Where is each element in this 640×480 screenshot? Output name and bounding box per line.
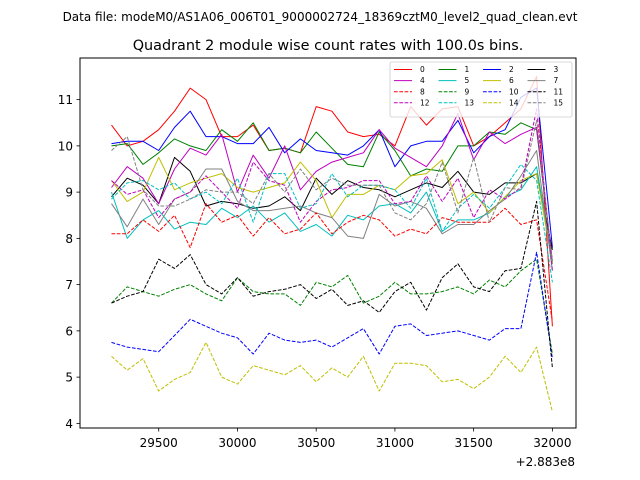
legend-label-13: 13	[465, 98, 475, 107]
legend-label-9: 9	[465, 87, 470, 96]
legend-label-10: 10	[509, 87, 519, 96]
series-line-4	[111, 113, 553, 262]
legend-label-3: 3	[554, 65, 559, 74]
x-offset-label: +2.883e8	[516, 455, 575, 469]
legend-label-7: 7	[554, 76, 559, 85]
x-tick-label: 30000	[218, 436, 256, 450]
x-tick-label: 29500	[140, 436, 178, 450]
legend-label-5: 5	[465, 76, 470, 85]
legend-label-2: 2	[509, 65, 514, 74]
x-tick-label: 31000	[376, 436, 414, 450]
plot-area	[80, 58, 576, 428]
series-lines	[111, 76, 553, 412]
legend-label-8: 8	[420, 87, 425, 96]
figure-suptitle: Data file: modeM0/AS1A06_006T01_90000027…	[63, 10, 578, 24]
y-tick-label: 8	[65, 232, 73, 246]
legend-frame	[389, 61, 573, 118]
series-line-11	[111, 200, 553, 368]
chart-title: Quadrant 2 module wise count rates with …	[133, 38, 524, 54]
x-tick-label: 31500	[455, 436, 493, 450]
series-line-0	[111, 76, 553, 327]
legend-label-15: 15	[554, 98, 564, 107]
legend-label-6: 6	[509, 76, 514, 85]
y-tick-label: 5	[65, 371, 73, 385]
y-tick-label: 11	[58, 93, 73, 107]
x-tick-label: 32000	[533, 436, 571, 450]
series-line-15	[111, 119, 553, 264]
x-tick-label: 30500	[297, 436, 335, 450]
legend-label-12: 12	[420, 98, 430, 107]
series-line-2	[111, 87, 553, 248]
axes-frame	[79, 57, 577, 429]
series-line-3	[111, 156, 553, 251]
legend-label-1: 1	[465, 65, 470, 74]
series-line-7	[111, 150, 553, 271]
series-line-10	[111, 251, 553, 359]
series-line-14	[111, 341, 553, 412]
y-tick-label: 9	[65, 186, 73, 200]
series-line-8	[111, 203, 553, 322]
y-tick-label: 4	[65, 417, 73, 431]
y-tick-label: 6	[65, 324, 73, 338]
legend-label-4: 4	[420, 76, 425, 85]
axis-ticks: 29500 30000 30500 31000 31500 32000 4 5 6 7 8 9 10 11	[58, 93, 572, 450]
series-line-5	[111, 166, 553, 262]
legend-label-0: 0	[420, 65, 425, 74]
series-line-13	[111, 163, 553, 283]
y-tick-label: 7	[65, 278, 73, 292]
legend-label-14: 14	[509, 98, 519, 107]
y-tick-label: 10	[58, 139, 73, 153]
legend-label-11: 11	[554, 87, 564, 96]
series-line-1	[111, 122, 553, 262]
